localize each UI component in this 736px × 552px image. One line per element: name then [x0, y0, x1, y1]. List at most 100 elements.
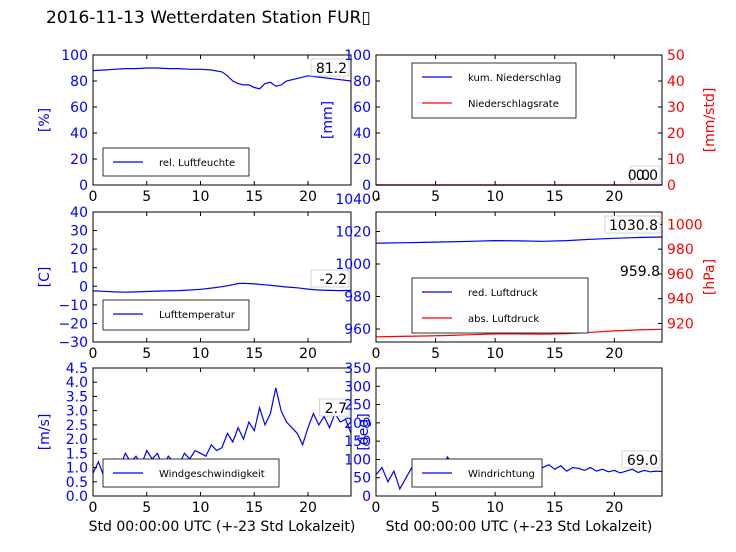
panel-4-ytick-right-label: 960 [667, 267, 694, 283]
panel-4-legend-box [411, 277, 589, 334]
panel-5-xtick-label: 5 [142, 500, 151, 516]
panel-1-xtick-label: 15 [245, 189, 263, 205]
panel-3-legend-label: Lufttemperatur [159, 310, 236, 321]
panel-2-ylabel: [mm] [320, 101, 336, 139]
panel-1-legend-label: rel. Luftfeuchte [159, 158, 235, 169]
panel-4-frame [375, 211, 663, 343]
panel-4-ytick-label: 1020 [335, 225, 371, 241]
panel-4-annotation-2: 959.8 [620, 264, 660, 280]
panel-5-ylabel: [m/s] [37, 414, 53, 451]
panel-3-legend-box [102, 299, 250, 331]
panel-5-ytick-label: 4.5 [66, 361, 88, 377]
panel-2-ytick-right-label: 30 [667, 100, 685, 116]
panel-3-ytick-label: −20 [58, 316, 88, 332]
panel-3-series-1-line [92, 282, 352, 293]
panel-5-annotation: 2.7 [325, 401, 347, 417]
panel-5-ytick-label: 1.5 [66, 446, 88, 462]
panel-2-ytick-right-label: 20 [667, 126, 685, 142]
panel-2-ytick-right-label: 50 [667, 48, 685, 64]
panel-3-ytick-label: 0 [79, 279, 88, 295]
panel-3-xtick-label: 10 [192, 346, 210, 362]
panel-6-ylabel: [deg] [356, 413, 372, 450]
panel-3-xtick-label: 20 [299, 346, 317, 362]
panel-4-ytick-label: 1000 [335, 257, 371, 273]
page-title: 2016-11-13 Wetterdaten Station FUR▯ [46, 8, 371, 28]
panel-2-xtick-label: 20 [605, 189, 623, 205]
panel-1-series-1-line [92, 67, 352, 90]
panel-5-ytick-label: 2.5 [66, 418, 88, 434]
panel-1-xtick-label: 5 [142, 189, 151, 205]
panel-6-xlabel: Std 00:00:00 UTC (+-23 Std Lokalzeit) [386, 519, 653, 535]
panel-6-xtick-label: 0 [372, 500, 381, 516]
panel-5-ytick-label: 3.0 [66, 404, 88, 420]
panel-3-ytick-label: 20 [70, 242, 88, 258]
panel-2-ytick-right-label: 40 [667, 74, 685, 90]
panel-3-ytick-label: 40 [70, 205, 88, 221]
panel-2-xtick-label: 10 [486, 189, 504, 205]
panel-3-xtick-label: 0 [89, 346, 98, 362]
panel-1-ytick-label: 80 [70, 74, 88, 90]
panel-6-ytick-label: 350 [344, 361, 371, 377]
panel-1-xtick-label: 20 [299, 189, 317, 205]
panel-4-xtick-label: 5 [431, 346, 440, 362]
panel-5-frame [92, 367, 352, 497]
panel-5-annotation-box [319, 398, 350, 417]
panel-2-ylabel-right: [mm/std] [702, 88, 718, 153]
panel-2-ytick-label: 20 [353, 152, 371, 168]
panel-3-frame [92, 211, 352, 343]
panel-4-ytick-label: 960 [344, 322, 371, 338]
panel-5-xtick-label: 15 [245, 500, 263, 516]
panel-5-series-1-line [92, 387, 352, 478]
panel-3-ytick-label: 10 [70, 261, 88, 277]
panel-5-ytick-label: 4.0 [66, 375, 88, 391]
panel-2-xtick-label: 15 [546, 189, 564, 205]
panel-2-ytick-right-label: 10 [667, 152, 685, 168]
panel-4-series-1-line [375, 236, 663, 244]
panel-5-ytick-label: 2.0 [66, 432, 88, 448]
panel-2-annotation-2: 0.0 [628, 168, 650, 184]
panel-4-annotation-box [604, 215, 661, 234]
panel-4-xtick-label: 0 [372, 346, 381, 362]
panel-1-ytick-label: 100 [61, 48, 88, 64]
panel-5-xtick-label: 0 [89, 500, 98, 516]
panel-6-ytick-label: 250 [344, 398, 371, 414]
panel-4-ylabel-right: [hPa] [702, 259, 718, 295]
panel-1-ylabel: [%] [37, 108, 53, 132]
panel-6-ytick-label: 50 [353, 471, 371, 487]
panel-4-ytick-right-label: 940 [667, 292, 694, 308]
panel-5-ytick-label: 0.5 [66, 475, 88, 491]
panel-4-ytick-right-label: 1000 [667, 217, 703, 233]
panel-1-ytick-label: 0 [79, 178, 88, 194]
panel-6-xtick-label: 20 [605, 500, 623, 516]
panel-4-xtick-label: 20 [605, 346, 623, 362]
panel-6-annotation-box [621, 450, 661, 469]
panel-6-xtick-label: 15 [546, 500, 564, 516]
panel-6-xtick-label: 5 [431, 500, 440, 516]
panel-6-ytick-label: 0 [362, 489, 371, 505]
panel-4-ytick-label: 1040 [335, 192, 371, 208]
panel-1-annotation-box [310, 58, 350, 77]
panel-3-xtick-label: 15 [245, 346, 263, 362]
panel-2-ytick-label: 0 [362, 178, 371, 194]
panel-2-ytick-label: 40 [353, 126, 371, 142]
panel-1-ytick-label: 20 [70, 152, 88, 168]
panel-3-annotation: -2.2 [320, 272, 347, 288]
panel-2-legend-label: kum. Niederschlag [468, 73, 561, 84]
panel-6-ytick-label: 150 [344, 434, 371, 450]
panel-4-legend-label: abs. Luftdruck [468, 314, 539, 325]
panel-5-xlabel: Std 00:00:00 UTC (+-23 Std Lokalzeit) [89, 519, 356, 535]
panel-4-xtick-label: 10 [486, 346, 504, 362]
panel-2-xtick-label: 5 [431, 189, 440, 205]
panel-2-xtick-label: 0 [372, 189, 381, 205]
panel-4-legend-label: red. Luftdruck [468, 288, 538, 299]
panel-5-legend-label: Windgeschwindigkeit [159, 469, 265, 480]
panel-3-ytick-label: −30 [58, 335, 88, 351]
panel-2-ytick-right-label: 0 [667, 178, 676, 194]
panel-5-ytick-label: 0.0 [66, 489, 88, 505]
panel-2-ytick-label: 80 [353, 74, 371, 90]
panel-3-ytick-label: −10 [58, 298, 88, 314]
panel-2-legend-box [411, 62, 577, 119]
panel-2-annotation: 0.0 [636, 168, 658, 184]
panel-6-frame [375, 367, 663, 497]
